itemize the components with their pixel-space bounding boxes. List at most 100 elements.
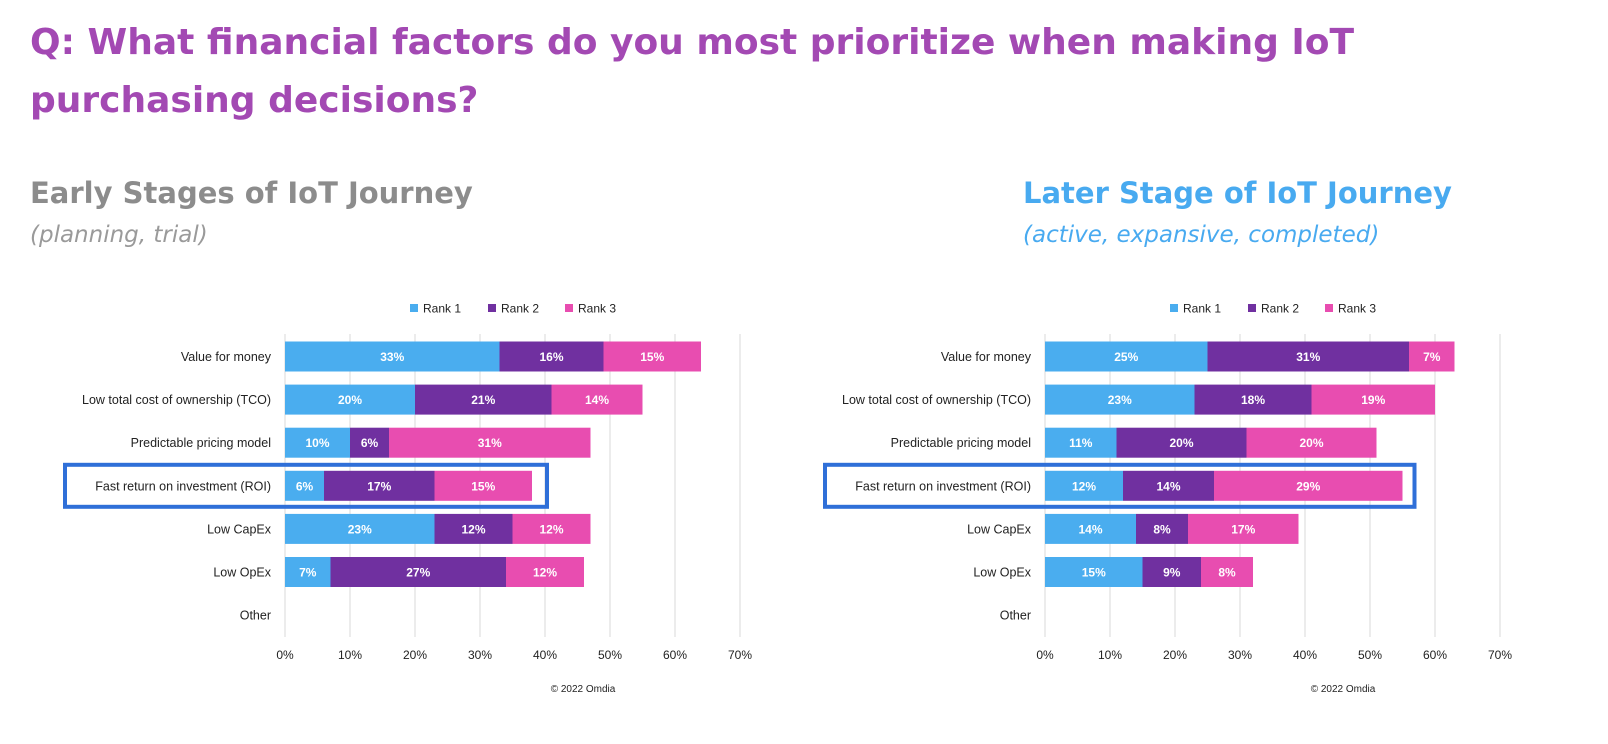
early-bar-rank-3 xyxy=(434,470,532,501)
later-data-label-rank-1: 15% xyxy=(1082,566,1106,580)
early-stage-title: Early Stages of IoT Journey xyxy=(30,176,473,210)
later-data-label-rank-1: 14% xyxy=(1078,522,1102,536)
early-data-label-rank-2: 16% xyxy=(539,350,563,364)
early-category-label: Other xyxy=(240,609,271,623)
early-legend-swatch-rank-1 xyxy=(410,304,418,312)
early-data-label-rank-3: 15% xyxy=(471,479,495,493)
early-bar-rank-1 xyxy=(285,470,324,501)
later-bar-rank-1 xyxy=(1045,384,1195,415)
early-highlight-box xyxy=(63,462,549,509)
early-category-label: Predictable pricing model xyxy=(131,436,271,450)
later-x-tick-label: 70% xyxy=(1488,648,1512,662)
early-category-label: Value for money xyxy=(181,350,272,364)
later-bar-rank-3 xyxy=(1311,384,1435,415)
early-data-label-rank-1: 20% xyxy=(338,393,362,407)
later-x-tick-label: 50% xyxy=(1358,648,1382,662)
early-legend-label-rank-2: Rank 2 xyxy=(501,302,539,316)
early-data-label-rank-3: 14% xyxy=(585,393,609,407)
early-bar-rank-2 xyxy=(324,470,435,501)
later-x-tick-label: 60% xyxy=(1423,648,1447,662)
early-category-label: Fast return on investment (ROI) xyxy=(95,479,271,493)
later-data-label-rank-1: 25% xyxy=(1114,350,1138,364)
later-legend-label-rank-2: Rank 2 xyxy=(1261,302,1299,316)
early-legend-label-rank-3: Rank 3 xyxy=(578,302,616,316)
early-category-label: Low total cost of ownership (TCO) xyxy=(82,393,271,407)
early-bar-rank-2 xyxy=(330,557,506,587)
early-legend-label-rank-1: Rank 1 xyxy=(423,302,461,316)
early-bar-rank-1 xyxy=(285,557,331,587)
early-bar-rank-2 xyxy=(415,384,552,415)
question-title: Q: What financial factors do you most pr… xyxy=(30,22,1355,121)
early-data-label-rank-2: 12% xyxy=(461,522,485,536)
later-data-label-rank-1: 12% xyxy=(1072,479,1096,493)
early-bar-rank-2 xyxy=(350,427,389,458)
later-footnote: © 2022 Omdia xyxy=(1311,684,1376,695)
later-bar-rank-3 xyxy=(1214,470,1403,501)
early-legend-swatch-rank-3 xyxy=(565,304,573,312)
later-bar-rank-3 xyxy=(1188,513,1299,544)
early-x-tick-label: 20% xyxy=(403,648,427,662)
early-bar-rank-3 xyxy=(512,513,591,544)
early-data-label-rank-2: 27% xyxy=(406,566,430,580)
later-bar-rank-1 xyxy=(1045,513,1136,544)
later-stage-title: Later Stage of IoT Journey xyxy=(1023,176,1452,210)
early-bar-rank-3 xyxy=(603,341,701,372)
early-bar-rank-3 xyxy=(551,384,643,415)
later-legend-swatch-rank-1 xyxy=(1170,304,1178,312)
early-bar-rank-1 xyxy=(285,384,415,415)
later-data-label-rank-3: 20% xyxy=(1299,436,1323,450)
early-category-label: Low OpEx xyxy=(213,566,271,580)
later-legend-swatch-rank-2 xyxy=(1248,304,1256,312)
early-x-tick-label: 10% xyxy=(338,648,362,662)
early-data-label-rank-1: 23% xyxy=(348,522,372,536)
later-data-label-rank-3: 19% xyxy=(1361,393,1385,407)
later-data-label-rank-3: 17% xyxy=(1231,522,1255,536)
early-data-label-rank-2: 17% xyxy=(367,479,391,493)
later-bar-rank-2 xyxy=(1194,384,1312,415)
early-data-label-rank-3: 15% xyxy=(640,350,664,364)
later-x-tick-label: 20% xyxy=(1163,648,1187,662)
early-bar-rank-1 xyxy=(285,427,350,458)
later-data-label-rank-2: 8% xyxy=(1153,522,1171,536)
early-data-label-rank-3: 31% xyxy=(478,436,502,450)
later-bar-rank-2 xyxy=(1116,427,1247,458)
early-data-label-rank-2: 6% xyxy=(361,436,379,450)
early-bar-rank-2 xyxy=(499,341,604,372)
later-bar-rank-2 xyxy=(1207,341,1409,372)
later-data-label-rank-2: 20% xyxy=(1169,436,1193,450)
early-bar-rank-3 xyxy=(389,427,591,458)
later-category-label: Low CapEx xyxy=(967,522,1032,536)
early-x-tick-label: 40% xyxy=(533,648,557,662)
later-data-label-rank-3: 29% xyxy=(1296,479,1320,493)
later-data-label-rank-3: 7% xyxy=(1423,350,1441,364)
later-stage-subtitle: (active, expansive, completed) xyxy=(1023,222,1380,248)
early-x-tick-label: 70% xyxy=(728,648,752,662)
early-data-label-rank-3: 12% xyxy=(533,566,557,580)
later-x-tick-label: 40% xyxy=(1293,648,1317,662)
later-data-label-rank-2: 18% xyxy=(1241,393,1265,407)
early-bar-rank-1 xyxy=(285,513,435,544)
early-bar-rank-1 xyxy=(285,341,500,372)
later-bar-rank-3 xyxy=(1201,557,1253,587)
later-x-tick-label: 30% xyxy=(1228,648,1252,662)
early-legend-swatch-rank-2 xyxy=(488,304,496,312)
early-data-label-rank-2: 21% xyxy=(471,393,495,407)
later-bar-rank-3 xyxy=(1246,427,1377,458)
later-bar-rank-2 xyxy=(1142,557,1201,587)
early-bar-rank-2 xyxy=(434,513,513,544)
later-bar-rank-1 xyxy=(1045,557,1143,587)
later-category-label: Low OpEx xyxy=(973,566,1031,580)
early-data-label-rank-1: 7% xyxy=(299,566,317,580)
early-data-label-rank-1: 33% xyxy=(380,350,404,364)
later-bar-rank-1 xyxy=(1045,427,1117,458)
later-stage-chart: 0% 10% 20% 30% 40% 50% 60% 70% Rank 1 Rank 2 Rank … xyxy=(823,302,1512,695)
later-legend-label-rank-1: Rank 1 xyxy=(1183,302,1221,316)
early-x-tick-label: 30% xyxy=(468,648,492,662)
early-x-tick-label: 50% xyxy=(598,648,622,662)
later-x-tick-label: 10% xyxy=(1098,648,1122,662)
later-highlight-box xyxy=(823,462,1417,509)
later-legend-swatch-rank-3 xyxy=(1325,304,1333,312)
early-data-label-rank-3: 12% xyxy=(539,522,563,536)
later-data-label-rank-3: 8% xyxy=(1218,566,1236,580)
later-bar-rank-3 xyxy=(1409,341,1455,372)
